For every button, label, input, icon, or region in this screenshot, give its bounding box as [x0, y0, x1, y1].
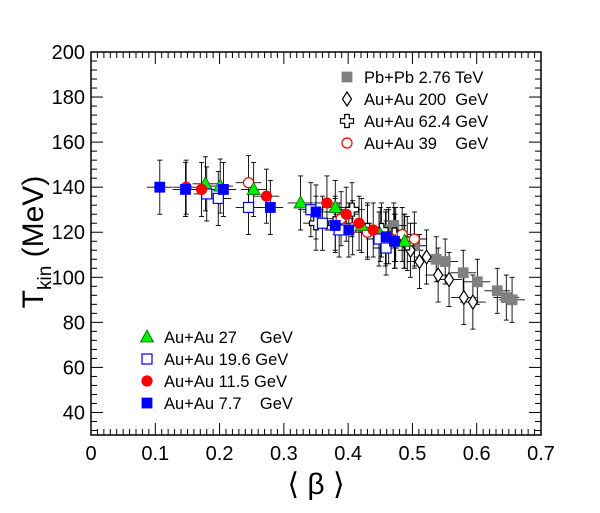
- legend-marker: [339, 113, 355, 129]
- series-7-point: [264, 202, 276, 213]
- series-6-point: [340, 208, 352, 220]
- legend-label: Au+Au 39 GeV: [364, 135, 488, 153]
- y-axis-title-unit: (MeV): [17, 176, 50, 266]
- series-7-point: [343, 224, 355, 236]
- x-tick-label: 0.3: [270, 443, 298, 465]
- series-0-point: [430, 253, 442, 265]
- series-1-point: [421, 248, 432, 266]
- series-6-point: [367, 224, 379, 236]
- series-1-point: [414, 253, 425, 270]
- legend-label: Au+Au 27 GeV: [164, 329, 293, 347]
- y-axis-title-main: T: [17, 290, 50, 308]
- series-7-point: [154, 181, 166, 193]
- legend-marker: [141, 375, 153, 387]
- y-tick-label: 200: [52, 42, 85, 64]
- series-1-point: [443, 271, 455, 288]
- series-7-point: [218, 184, 229, 195]
- series-2-point: [344, 202, 360, 217]
- y-tick-label: 40: [63, 402, 85, 424]
- series-7-point: [310, 206, 322, 218]
- series-0-point: [457, 267, 469, 279]
- legend-label: Au+Au 62.4 GeV: [364, 113, 488, 131]
- legend-label: Au+Au 7.7 GeV: [164, 395, 293, 413]
- series-0-point: [439, 256, 451, 267]
- x-tick-label: 0.7: [527, 443, 555, 465]
- series-4-point: [328, 199, 343, 213]
- series-4-point: [397, 233, 412, 247]
- legend-marker: [341, 90, 353, 108]
- legend-label: Au+Au 200 GeV: [364, 91, 488, 109]
- series-4-point: [246, 181, 261, 195]
- legend-marker: [139, 329, 155, 343]
- series-4-point: [293, 195, 308, 209]
- x-tick-label: 0.6: [463, 443, 491, 465]
- series-1-point: [432, 266, 444, 284]
- legend-marker: [141, 353, 153, 365]
- y-tick-label: 100: [52, 267, 85, 289]
- y-tick-label: 140: [52, 177, 85, 199]
- series-1-point: [458, 289, 470, 306]
- series-1-point: [467, 293, 479, 311]
- legend-marker: [341, 137, 353, 149]
- x-tick-label: 0.5: [399, 443, 427, 465]
- legend-label: Au+Au 19.6 GeV: [164, 351, 288, 369]
- y-tick-label: 60: [63, 357, 85, 379]
- series-0-point: [491, 285, 503, 297]
- series-6-point: [260, 190, 273, 202]
- series-7-point: [389, 235, 400, 247]
- series-5-point: [380, 242, 392, 254]
- legend-label: Au+Au 11.5 GeV: [164, 373, 287, 391]
- series-0-point: [471, 276, 483, 288]
- legend-marker: [341, 71, 353, 83]
- series-3-point: [408, 233, 420, 245]
- axis-ticks: [90, 51, 542, 435]
- y-axis-title: Tkin (MeV): [17, 176, 56, 309]
- series-6-point: [195, 183, 208, 196]
- series-6-point: [321, 197, 333, 209]
- series-5-point: [212, 192, 224, 205]
- legend: Pb+Pb 2.76 TeV Au+Au 200 GeV Au+Au 62.4 Ge…: [139, 69, 488, 413]
- y-axis-title-subscript: kin: [35, 266, 56, 290]
- series-5-point: [316, 217, 329, 229]
- x-tick-label: 0.2: [206, 443, 234, 465]
- series-5-point: [242, 201, 255, 214]
- y-tick-label: 80: [63, 312, 85, 334]
- y-tick-label: 120: [52, 222, 85, 244]
- series-7-point: [180, 184, 191, 195]
- legend-label: Pb+Pb 2.76 TeV: [364, 69, 483, 87]
- series-0-point: [506, 294, 518, 306]
- series-7-point: [329, 220, 341, 231]
- y-tick-label: 180: [52, 87, 85, 109]
- data-points: [154, 175, 518, 311]
- x-tick-label: 0.4: [334, 443, 362, 465]
- y-tick-label: 160: [52, 132, 85, 154]
- series-6-point: [353, 217, 365, 229]
- x-tick-label: 0.1: [141, 443, 169, 465]
- tick-labels: 0 0.1 0.2 0.3 0.4 0.5 0.6 0.7 40 60 80 100 120 140 160…: [52, 42, 555, 465]
- legend-marker: [141, 397, 153, 409]
- x-axis-title: ⟨ β ⟩: [287, 468, 344, 501]
- x-tick-label: 0: [85, 443, 96, 465]
